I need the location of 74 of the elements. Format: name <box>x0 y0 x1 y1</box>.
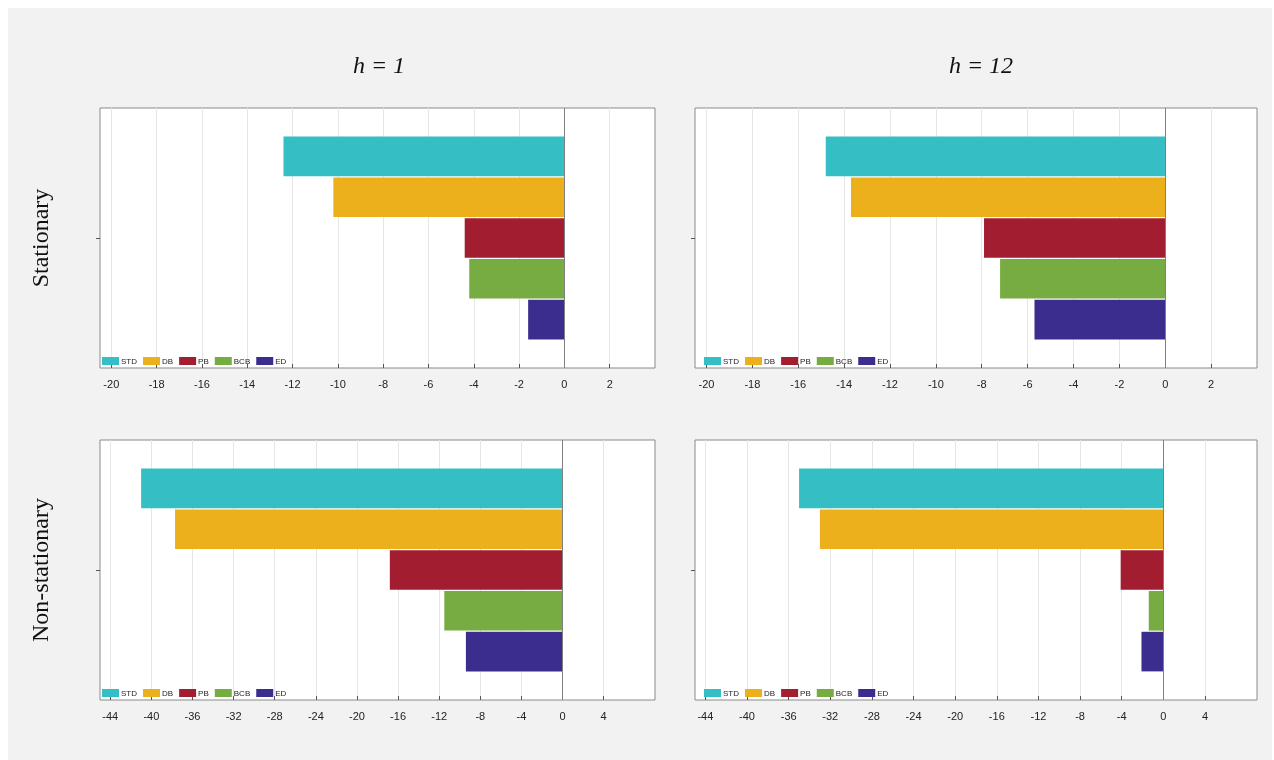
x-tick-label: -44 <box>102 709 119 722</box>
x-tick-label: -12 <box>882 377 898 390</box>
x-tick-label: -16 <box>988 709 1005 722</box>
x-tick-label: -2 <box>1114 377 1125 390</box>
x-tick-label: -4 <box>1068 377 1079 390</box>
x-tick-label: -40 <box>739 709 755 722</box>
legend-label: BCB <box>233 688 251 698</box>
x-tick-label: -14 <box>836 377 853 390</box>
legend-label: DB <box>162 688 174 698</box>
legend-label: STD <box>723 356 740 366</box>
x-tick-label: -20 <box>348 709 365 722</box>
x-tick-label: 0 <box>1160 709 1167 722</box>
x-tick-label: -16 <box>193 377 210 390</box>
x-tick-label: 0 <box>561 377 568 390</box>
x-tick-label: -24 <box>905 709 922 722</box>
legend-label: ED <box>877 356 889 366</box>
legend-label: ED <box>275 356 287 366</box>
x-tick-label: -14 <box>239 377 256 390</box>
x-tick-label: -12 <box>284 377 301 390</box>
x-tick-label: -12 <box>1030 709 1047 722</box>
x-tick-label: -8 <box>475 709 486 722</box>
x-tick-label: 2 <box>606 377 613 390</box>
x-tick-label: -4 <box>1116 709 1127 722</box>
legend-label: DB <box>764 688 776 698</box>
x-tick-label: -36 <box>184 709 201 722</box>
x-tick-label: -32 <box>822 709 839 722</box>
legend-label: PB <box>800 356 811 366</box>
x-tick-label: -18 <box>148 377 165 390</box>
x-tick-label: -36 <box>780 709 797 722</box>
legend-label: STD <box>121 688 138 698</box>
x-tick-label: -2 <box>514 377 524 390</box>
x-tick-label: -40 <box>143 709 160 722</box>
x-tick-label: -8 <box>378 377 389 390</box>
x-tick-label: -6 <box>423 377 434 390</box>
x-tick-label: -18 <box>744 377 761 390</box>
x-tick-label: -8 <box>976 377 987 390</box>
x-tick-label: -6 <box>1022 377 1033 390</box>
x-tick-label: -4 <box>468 377 479 390</box>
x-tick-label: -4 <box>516 709 527 722</box>
x-tick-label: -20 <box>103 377 120 390</box>
x-tick-label: 0 <box>559 709 566 722</box>
legend-label: ED <box>877 688 889 698</box>
x-tick-label: -12 <box>431 709 448 722</box>
x-tick-label: -16 <box>790 377 807 390</box>
x-tick-label: -10 <box>927 377 944 390</box>
x-tick-label: -16 <box>390 709 407 722</box>
x-tick-label: -28 <box>863 709 880 722</box>
x-tick-label: -44 <box>697 709 714 722</box>
x-tick-label: -32 <box>225 709 242 722</box>
legend-label: PB <box>800 688 811 698</box>
x-tick-label: -20 <box>698 377 715 390</box>
x-tick-label: 0 <box>1162 377 1169 390</box>
x-tick-label: -28 <box>266 709 283 722</box>
x-tick-label: -24 <box>307 709 324 722</box>
y-axis-title: Stationary <box>27 188 53 288</box>
legend-label: STD <box>723 688 740 698</box>
legend-label: STD <box>121 356 138 366</box>
legend-label: BCB <box>835 356 853 366</box>
legend-label: ED <box>275 688 287 698</box>
legend-label: DB <box>764 356 776 366</box>
x-tick-label: 4 <box>1201 709 1209 722</box>
x-tick-label: -20 <box>947 709 964 722</box>
legend-label: DB <box>162 356 174 366</box>
x-tick-label: 2 <box>1208 377 1215 390</box>
legend-label: PB <box>198 356 209 366</box>
x-tick-label: -8 <box>1075 709 1085 722</box>
legend-label: PB <box>198 688 209 698</box>
legend-label: BCB <box>835 688 853 698</box>
chart-title: h = 1 <box>352 52 406 78</box>
x-tick-label: 4 <box>600 709 607 722</box>
y-axis-title: Non-stationary <box>27 498 53 642</box>
chart-title: h = 12 <box>948 52 1014 78</box>
x-tick-label: -10 <box>329 377 346 390</box>
legend-label: BCB <box>233 356 251 366</box>
